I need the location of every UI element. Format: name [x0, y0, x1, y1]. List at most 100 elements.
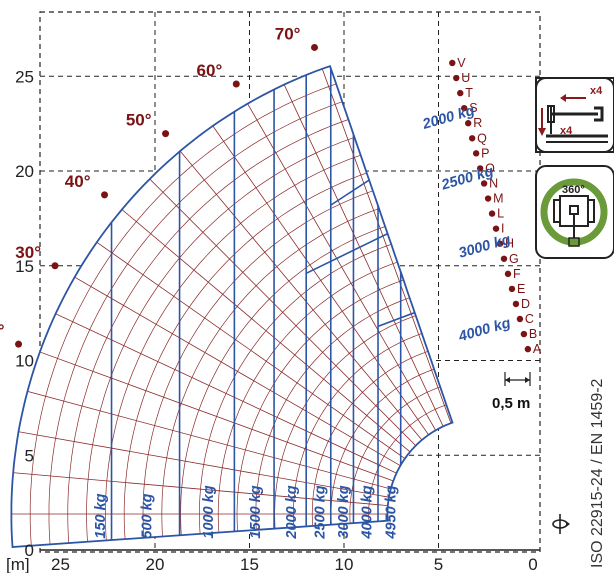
extension-arc: [349, 386, 441, 524]
extension-arc: [86, 137, 355, 542]
boom-angle-dot: [15, 340, 23, 348]
extension-arc: [293, 333, 423, 528]
extension-dot: [464, 120, 472, 127]
load-zone-diagonal: [377, 66, 443, 168]
extension-arc: [311, 350, 429, 527]
grid-frame: [39, 11, 541, 553]
extension-letter: Q: [477, 131, 487, 145]
extension-letter: C: [525, 312, 534, 326]
extension-letter: T: [465, 86, 473, 100]
load-zone-label: 2000 kg: [284, 485, 300, 539]
boom-angle-dot: [232, 80, 240, 88]
load-zone-label: 1500 kg: [248, 485, 264, 538]
extension-letter: R: [473, 116, 482, 130]
extension-letter: S: [469, 101, 477, 115]
extension-arc: [236, 279, 404, 532]
stabilizer-scale: 0,5 m: [492, 372, 531, 412]
extension-dot: [453, 74, 460, 82]
extension-dot: [472, 150, 480, 157]
boom-angle-dot: [51, 262, 59, 270]
boom-angle-label: 40°: [65, 172, 91, 191]
boom-angle-label: 70°: [275, 24, 301, 43]
extension-letter: I: [501, 222, 504, 236]
extension-dot: [488, 210, 496, 217]
extension-letter: O: [485, 161, 495, 175]
envelope-outline-path: [10, 64, 454, 548]
load-zone-label: 150 kg: [93, 493, 109, 538]
outriggers-count-top: x4: [590, 85, 603, 97]
extension-arc: [368, 404, 447, 523]
outriggers-icon: x4 x4: [535, 77, 614, 153]
y-tick-label: 25: [15, 67, 34, 86]
extension-dot: [524, 345, 532, 353]
boom-angle-dot: [162, 130, 170, 138]
x-tick-label: 10: [335, 555, 354, 573]
y-tick-label: 10: [15, 352, 34, 371]
extension-dot: [468, 135, 476, 142]
extension-letter: B: [529, 327, 537, 341]
extension-arc: [255, 297, 410, 530]
x-tick-label: 25: [51, 555, 70, 573]
diagonal-load-label: 2000 kg: [420, 103, 477, 133]
x-tick-label: 20: [146, 555, 165, 573]
extension-dot: [508, 285, 516, 293]
boom-angle-line: [308, 66, 453, 515]
extension-letter: D: [521, 297, 530, 311]
extension-letter: N: [489, 176, 498, 190]
extension-arc: [199, 243, 392, 534]
extension-letter: A: [533, 342, 542, 356]
rotation-360-icon: 360°: [535, 165, 614, 259]
y-tick-label: 0: [25, 541, 34, 560]
slew-rotation-icon: [552, 514, 570, 534]
boom-angle-label: 60°: [197, 61, 223, 80]
extension-arc: [161, 208, 380, 537]
x-tick-label: 0: [528, 555, 537, 573]
envelope-outline: [10, 64, 454, 548]
boom-angle-label: 50°: [126, 111, 152, 130]
extension-dot: [500, 255, 508, 262]
diagonal-load-label: 4000 kg: [456, 315, 513, 345]
load-zone-label: 2500 kg: [313, 485, 329, 539]
stabilizer-scale-label: 0,5 m: [492, 395, 530, 412]
load-zone-label: 1000 kg: [201, 485, 217, 538]
extension-dot: [512, 300, 520, 308]
extension-letter: P: [481, 146, 489, 160]
extension-arc: [29, 83, 337, 546]
boom-angle-dot: [101, 191, 109, 199]
x-tick-label: 15: [240, 555, 259, 573]
extension-arc: [48, 101, 343, 545]
y-tick-label: 15: [15, 257, 34, 276]
extension-arc: [180, 226, 386, 536]
x-axis-unit: [m]: [6, 555, 30, 573]
boom-angle-label: 20°: [0, 321, 5, 340]
boom-angle-label: 30°: [15, 243, 41, 262]
extension-dot: [492, 225, 500, 232]
extension-dot: [457, 89, 464, 97]
extension-arc: [217, 261, 398, 533]
load-zone-label: 3000 kg: [336, 485, 352, 538]
extension-dot: [520, 330, 528, 338]
boom-angle-markers: 0°10°20°30°40°50°60°70°: [0, 24, 318, 348]
extension-dot: [496, 240, 504, 247]
extension-dot: [504, 270, 512, 278]
outriggers-count-bottom: x4: [560, 125, 573, 137]
load-zone-label: 4950 kg: [383, 485, 399, 539]
load-zone-label: 500 kg: [140, 493, 156, 538]
extension-arc: [67, 119, 349, 544]
load-zone-label: 4000 kg: [360, 485, 376, 539]
extension-letter: M: [493, 192, 503, 206]
boom-angle-dot: [310, 43, 318, 51]
extension-arc: [330, 368, 435, 525]
extension-letter: G: [509, 252, 519, 266]
working-envelope: [11, 66, 453, 547]
rotation-label: 360°: [562, 184, 585, 196]
extension-letter: E: [517, 282, 525, 296]
x-tick-label: 5: [434, 555, 443, 573]
extension-dot: [461, 104, 468, 112]
y-tick-label: 20: [15, 162, 34, 181]
extension-dot: [476, 165, 484, 172]
extension-arc: [274, 315, 416, 529]
